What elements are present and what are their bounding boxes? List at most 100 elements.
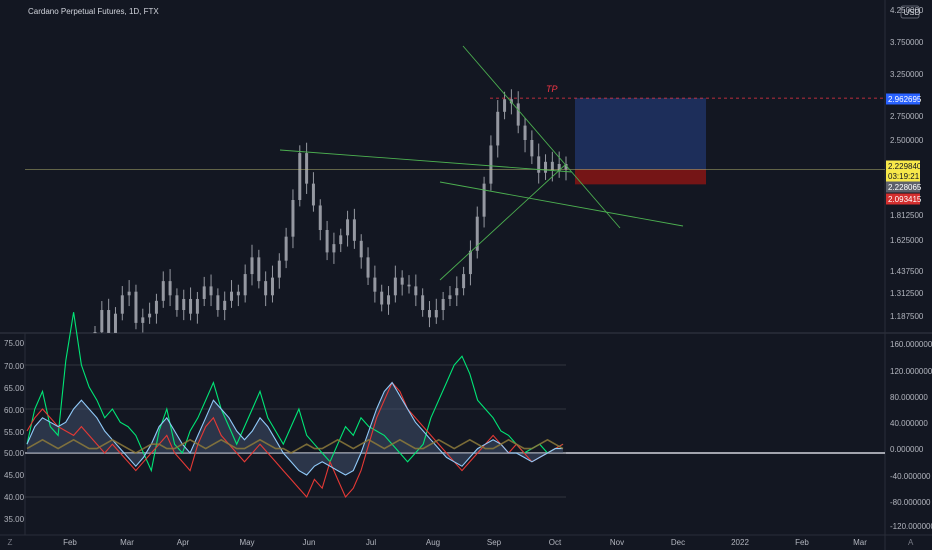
indicator-right-label: 160.000000 xyxy=(890,340,932,349)
candle-body xyxy=(277,260,281,278)
time-axis-label: Feb xyxy=(795,538,809,547)
candle-body xyxy=(346,219,350,236)
indicator-right-label: -120.000000 xyxy=(890,522,932,531)
indicator-right-label: -40.000000 xyxy=(890,472,931,481)
time-axis-label: Feb xyxy=(63,538,77,547)
candle-body xyxy=(127,291,131,296)
candle-body xyxy=(468,250,472,275)
indicator-left-label: 65.00 xyxy=(4,384,25,393)
candle-body xyxy=(291,200,295,237)
indicator-levels xyxy=(25,364,885,498)
stop-zone xyxy=(575,169,706,185)
price-axis-label: 3.250000 xyxy=(890,70,924,79)
candle-body xyxy=(311,183,315,206)
candle-body xyxy=(148,313,152,318)
candle-body xyxy=(475,216,479,251)
candle-body xyxy=(264,281,268,296)
candle-body xyxy=(113,313,117,333)
candle-body xyxy=(550,161,554,171)
candle-body xyxy=(236,291,240,296)
price-axis-label: 1.187500 xyxy=(890,312,924,321)
time-axis-label: Sep xyxy=(487,538,502,547)
candle-body xyxy=(462,274,466,289)
time-axis-label: May xyxy=(239,538,254,547)
indicator-series xyxy=(26,312,564,499)
candle-body xyxy=(216,295,220,311)
candle-body xyxy=(359,240,363,258)
price-axis-label: 1.312500 xyxy=(890,289,924,298)
indicator-series-line xyxy=(26,381,564,499)
price-axis[interactable]: 4.250000 3.750000 3.250000 2.750000 2.500000… xyxy=(890,6,924,321)
target-zone xyxy=(575,98,706,170)
candle-body xyxy=(441,298,445,311)
candle-body xyxy=(530,140,534,157)
candle-body xyxy=(455,288,459,296)
timezone-button[interactable]: Z xyxy=(8,538,13,547)
trendline xyxy=(439,181,684,227)
price-tag xyxy=(886,193,920,205)
candle-body xyxy=(373,277,377,292)
indicator-left-label: 40.00 xyxy=(4,493,25,502)
candle-body xyxy=(544,161,548,173)
candle-body xyxy=(250,257,254,275)
price-tag-label: 2.093415 xyxy=(888,195,922,204)
candle-body xyxy=(100,310,104,333)
candle-body xyxy=(325,230,329,253)
indicator-left-label: 45.00 xyxy=(4,471,25,480)
candle-body xyxy=(243,274,247,296)
drawings: TP xyxy=(25,45,885,281)
time-axis[interactable]: Feb Mar Apr May Jun Jul Aug Sep Oct Nov Dec 2022 Feb… xyxy=(63,538,867,547)
price-tag-label: 2.228065 xyxy=(888,183,922,192)
time-axis-label: 2022 xyxy=(731,538,749,547)
candle-body xyxy=(168,281,172,296)
time-axis-label: Mar xyxy=(120,538,134,547)
price-tag xyxy=(886,170,920,182)
time-axis-label: Mar xyxy=(853,538,867,547)
candle-body xyxy=(120,295,124,314)
candle-body xyxy=(380,291,384,305)
indicator-right-label: 40.000000 xyxy=(890,419,928,428)
candle-body xyxy=(352,219,356,241)
symbol-title: Cardano Perpetual Futures, 1D, FTX xyxy=(28,7,159,16)
time-axis-label: Oct xyxy=(549,538,562,547)
price-tag-label: 2.229840 xyxy=(888,162,922,171)
indicator-right-label: 0.000000 xyxy=(890,445,924,454)
time-axis-label: Jul xyxy=(366,538,376,547)
candle-body xyxy=(141,317,145,323)
candle-body xyxy=(421,295,425,311)
candle-body xyxy=(407,284,411,287)
candle-body xyxy=(175,295,179,311)
candle-body xyxy=(537,156,541,173)
tp-label: TP xyxy=(546,84,558,94)
indicator-right-axis: 160.000000 120.000000 80.000000 40.000000 0.… xyxy=(890,340,932,531)
indicator-right-label: -80.000000 xyxy=(890,498,931,507)
candle-body xyxy=(223,300,227,311)
oscillator-area xyxy=(27,382,563,475)
auto-scale-button[interactable]: A xyxy=(908,538,914,547)
candle-body xyxy=(400,277,404,285)
price-axis-label: 3.750000 xyxy=(890,38,924,47)
price-axis-label: 1.437500 xyxy=(890,267,924,276)
candle-body xyxy=(154,300,158,314)
currency-button[interactable]: USD xyxy=(900,5,921,19)
candle-body xyxy=(202,286,206,299)
indicator-series-line xyxy=(26,438,564,454)
indicator-left-label: 75.00 xyxy=(4,339,25,348)
candle-body xyxy=(523,125,527,140)
trendline xyxy=(279,149,573,173)
candles xyxy=(93,89,568,334)
price-tag xyxy=(886,160,920,172)
candle-body xyxy=(564,164,568,170)
indicator-right-label: 120.000000 xyxy=(890,367,932,376)
candle-body xyxy=(305,153,309,184)
currency-label: USD xyxy=(904,8,921,17)
indicator-left-label: 35.00 xyxy=(4,515,25,524)
candle-body xyxy=(427,310,431,318)
candle-body xyxy=(270,277,274,296)
indicator-left-axis: 75.00 70.00 65.00 60.00 55.00 50.00 45.00 40.00… xyxy=(4,339,25,524)
price-tag-label: 2.962695 xyxy=(888,95,922,104)
price-axis-label: 1.625000 xyxy=(890,236,924,245)
